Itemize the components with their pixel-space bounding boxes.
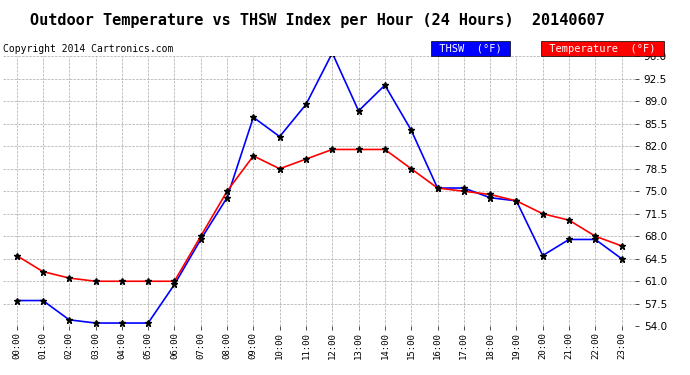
Text: THSW  (°F): THSW (°F) [433,44,508,54]
Text: Temperature  (°F): Temperature (°F) [543,44,662,54]
Text: Outdoor Temperature vs THSW Index per Hour (24 Hours)  20140607: Outdoor Temperature vs THSW Index per Ho… [30,13,605,28]
Text: Copyright 2014 Cartronics.com: Copyright 2014 Cartronics.com [3,44,174,54]
